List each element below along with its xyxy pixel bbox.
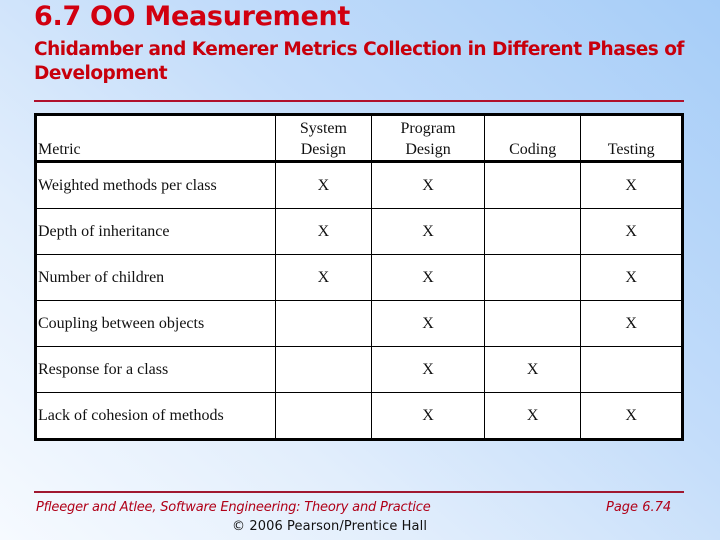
cell-system-design — [274, 392, 373, 440]
footer-copyright: © 2006 Pearson/Prentice Hall — [232, 519, 428, 534]
metric-name: Lack of cohesion of methods — [35, 392, 276, 440]
cell-system-design: X — [274, 161, 373, 209]
metric-name: Weighted methods per class — [35, 161, 276, 209]
cell-system-design: X — [274, 254, 373, 301]
footer-divider — [34, 491, 684, 493]
table-row: Number of children X X X — [35, 254, 683, 301]
slide-title: 6.7 OO Measurement — [34, 1, 351, 32]
cell-program-design: X — [371, 208, 485, 255]
table-row: Depth of inheritance X X X — [35, 208, 683, 255]
cell-coding — [483, 300, 582, 347]
page-number: Page 6.74 — [606, 500, 672, 515]
header-coding: Coding — [483, 114, 582, 163]
header-system-design-label: System Design — [299, 120, 347, 158]
metric-name: Depth of inheritance — [35, 208, 276, 255]
cell-program-design: X — [371, 161, 485, 209]
cell-program-design: X — [371, 254, 485, 301]
footer-citation: Pfleeger and Atlee, Software Engineering… — [36, 500, 431, 515]
header-system-design: System Design — [274, 114, 373, 163]
cell-program-design: X — [371, 346, 485, 393]
cell-testing — [580, 346, 683, 393]
cell-program-design: X — [371, 300, 485, 347]
cell-coding: X — [483, 346, 582, 393]
cell-coding — [483, 208, 582, 255]
slide-subtitle: Chidamber and Kemerer Metrics Collection… — [34, 39, 684, 84]
header-program-design: Program Design — [371, 114, 485, 163]
table-row: Weighted methods per class X X X — [35, 161, 683, 209]
cell-coding: X — [483, 392, 582, 440]
table-header-row: Metric System Design Program Design Codi… — [35, 114, 683, 163]
cell-testing: X — [580, 161, 683, 209]
cell-testing: X — [580, 208, 683, 255]
table-row: Coupling between objects X X — [35, 300, 683, 347]
header-divider — [34, 100, 684, 102]
cell-testing: X — [580, 300, 683, 347]
header-program-design-label: Program Design — [400, 120, 456, 158]
metric-name: Response for a class — [35, 346, 276, 393]
metrics-table: Metric System Design Program Design Codi… — [34, 113, 684, 441]
cell-system-design — [274, 300, 373, 347]
table-row: Lack of cohesion of methods X X X — [35, 392, 683, 440]
cell-testing: X — [580, 392, 683, 440]
cell-coding — [483, 161, 582, 209]
table-row: Response for a class X X — [35, 346, 683, 393]
metric-name: Number of children — [35, 254, 276, 301]
metric-name: Coupling between objects — [35, 300, 276, 347]
cell-system-design: X — [274, 208, 373, 255]
header-testing: Testing — [580, 114, 683, 163]
cell-coding — [483, 254, 582, 301]
cell-testing: X — [580, 254, 683, 301]
cell-program-design: X — [371, 392, 485, 440]
cell-system-design — [274, 346, 373, 393]
header-metric: Metric — [35, 114, 276, 163]
